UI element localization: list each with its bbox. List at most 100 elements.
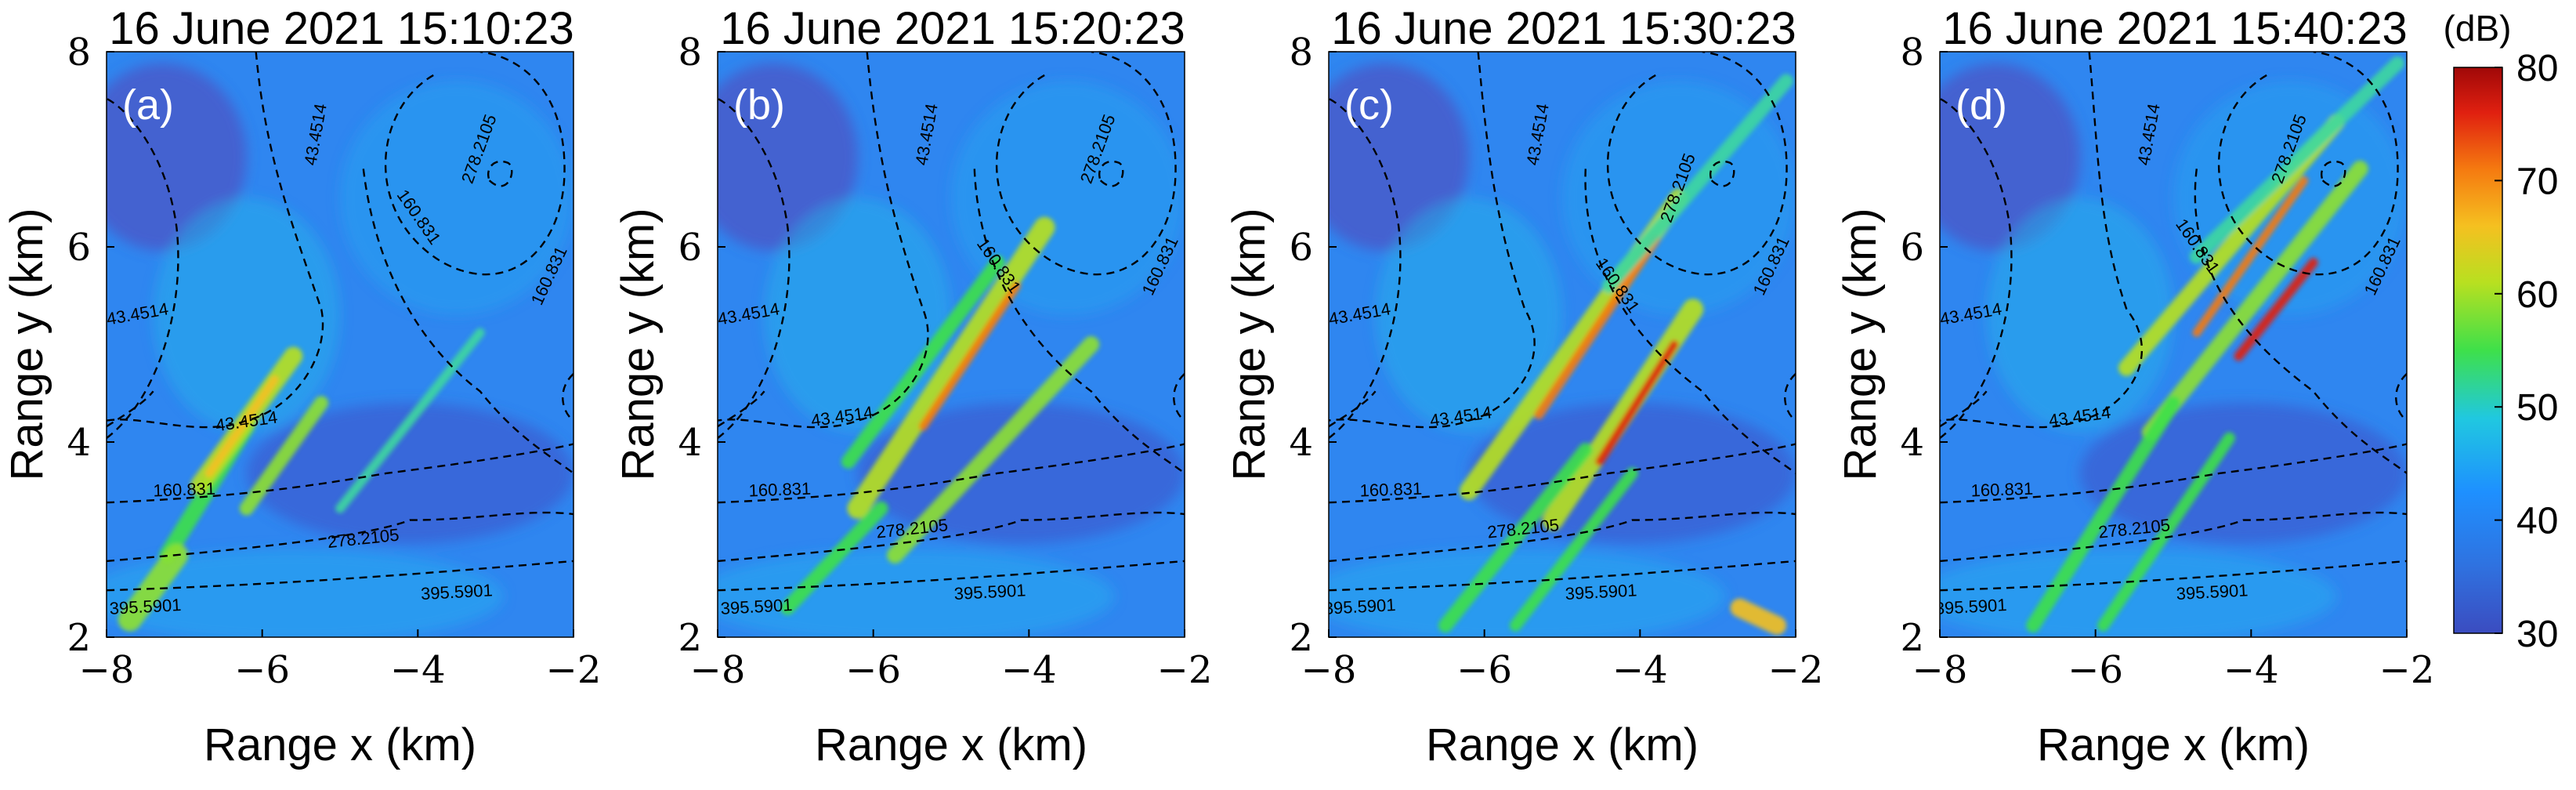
x-tick-label: −6 xyxy=(234,648,290,692)
colorbar: 30 40 50 60 70 80(dB) xyxy=(2444,8,2559,655)
panel-title: 16 June 2021 15:10:23 xyxy=(109,3,573,54)
contour-line xyxy=(996,52,1177,276)
x-axis-label: Range x (km) xyxy=(2037,719,2310,770)
contour-line xyxy=(362,169,573,474)
x-tick-label: −2 xyxy=(1768,648,1824,692)
panel-a: 43.451443.451443.4514160.831160.831160.8… xyxy=(2,3,601,770)
plot-frame xyxy=(717,51,1185,638)
streak xyxy=(1509,467,1638,632)
streak xyxy=(2097,432,2235,632)
streak xyxy=(2234,257,2318,361)
colorbar-frame xyxy=(2453,67,2503,634)
x-tick-label: −4 xyxy=(390,648,446,692)
panel-title: 16 June 2021 15:30:23 xyxy=(1331,3,1796,54)
x-tick-label: −8 xyxy=(690,648,746,692)
colorbar-tick-label: 60 xyxy=(2516,274,2558,316)
contour-line xyxy=(973,169,1185,474)
plot-frame xyxy=(1328,51,1796,638)
contour-line xyxy=(1098,160,1124,187)
x-axis-label: Range x (km) xyxy=(1426,719,1699,770)
y-tick-label: 2 xyxy=(678,616,702,660)
y-tick-label: 4 xyxy=(67,421,91,465)
panel-label: (a) xyxy=(122,82,174,129)
colorbar-tick-label: 50 xyxy=(2516,387,2558,429)
contour-line xyxy=(2395,373,2407,422)
contour-line xyxy=(718,443,1185,504)
streak xyxy=(918,281,1021,431)
streak xyxy=(1534,234,1661,420)
contour-label: 395.5901 xyxy=(953,580,1026,603)
y-axis-label: Range y (km) xyxy=(1224,208,1275,480)
heatmap-image: 43.451443.451443.4514160.831160.831160.8… xyxy=(107,52,573,637)
contour-lines xyxy=(718,52,1185,592)
contour-line xyxy=(2321,160,2346,187)
contour-line xyxy=(1329,511,1796,563)
streak xyxy=(841,255,1005,469)
contour-line xyxy=(1940,390,1988,428)
contour-label: 160.831 xyxy=(1970,479,2033,501)
contour-line xyxy=(1940,52,2143,429)
colorbar-tick-label: 30 xyxy=(2516,614,2558,655)
y-tick-label: 8 xyxy=(1289,31,1313,74)
x-axis-label: Range x (km) xyxy=(204,719,476,770)
contour-lines xyxy=(1940,52,2407,592)
contour-label: 395.5901 xyxy=(720,595,793,618)
streak xyxy=(1595,340,1679,466)
contour-line xyxy=(1940,443,2407,504)
contour-line xyxy=(1173,373,1185,422)
streak xyxy=(204,375,279,478)
contour-line xyxy=(562,373,573,422)
streak xyxy=(335,328,485,513)
streak xyxy=(847,216,1055,520)
contour-line xyxy=(107,511,573,563)
contour-line xyxy=(1709,160,1735,187)
streak xyxy=(780,501,888,615)
contour-line xyxy=(1607,52,1788,276)
x-tick-label: −8 xyxy=(79,648,135,692)
streak xyxy=(1730,598,1787,635)
x-tick-label: −4 xyxy=(1612,648,1668,692)
y-axis-label: Range y (km) xyxy=(2,208,52,480)
y-tick-label: 4 xyxy=(678,421,702,465)
x-axis-label: Range x (km) xyxy=(815,719,1087,770)
contour-line xyxy=(107,443,573,504)
contour-line xyxy=(1784,373,1796,422)
contour-line xyxy=(1329,390,1377,428)
contour-line xyxy=(487,160,513,187)
y-tick-label: 2 xyxy=(1900,616,1924,660)
contour-lines xyxy=(107,52,573,592)
panel-label: (d) xyxy=(1956,82,2007,129)
streak xyxy=(2192,176,2309,337)
contour-line xyxy=(1329,97,1402,439)
contour-lines xyxy=(1329,52,1796,592)
panel-label: (b) xyxy=(733,82,785,129)
x-tick-label: −2 xyxy=(1157,648,1213,692)
y-tick-label: 4 xyxy=(1289,421,1313,465)
streak xyxy=(1601,74,1794,293)
y-axis-label: Range y (km) xyxy=(1835,208,1886,480)
contour-label: 160.831 xyxy=(153,479,215,501)
y-tick-label: 2 xyxy=(1289,616,1313,660)
panel-title: 16 June 2021 15:40:23 xyxy=(1942,3,2407,54)
x-tick-label: −6 xyxy=(845,648,901,692)
contour-line xyxy=(718,511,1185,563)
y-tick-label: 8 xyxy=(1900,31,1924,74)
colorbar-tick-label: 80 xyxy=(2516,48,2558,89)
panel-title: 16 June 2021 15:20:23 xyxy=(720,3,1185,54)
y-tick-label: 6 xyxy=(67,226,91,270)
colorbar-gradient xyxy=(2454,67,2502,633)
streak xyxy=(1438,443,1593,633)
streak xyxy=(2189,56,2405,264)
contour-line xyxy=(2194,169,2407,474)
contour-line xyxy=(1329,443,1796,504)
x-tick-label: −2 xyxy=(546,648,602,692)
colorbar-tick-label: 70 xyxy=(2516,161,2558,202)
contour-label: 160.831 xyxy=(748,479,811,501)
contour-line xyxy=(1329,52,1536,429)
